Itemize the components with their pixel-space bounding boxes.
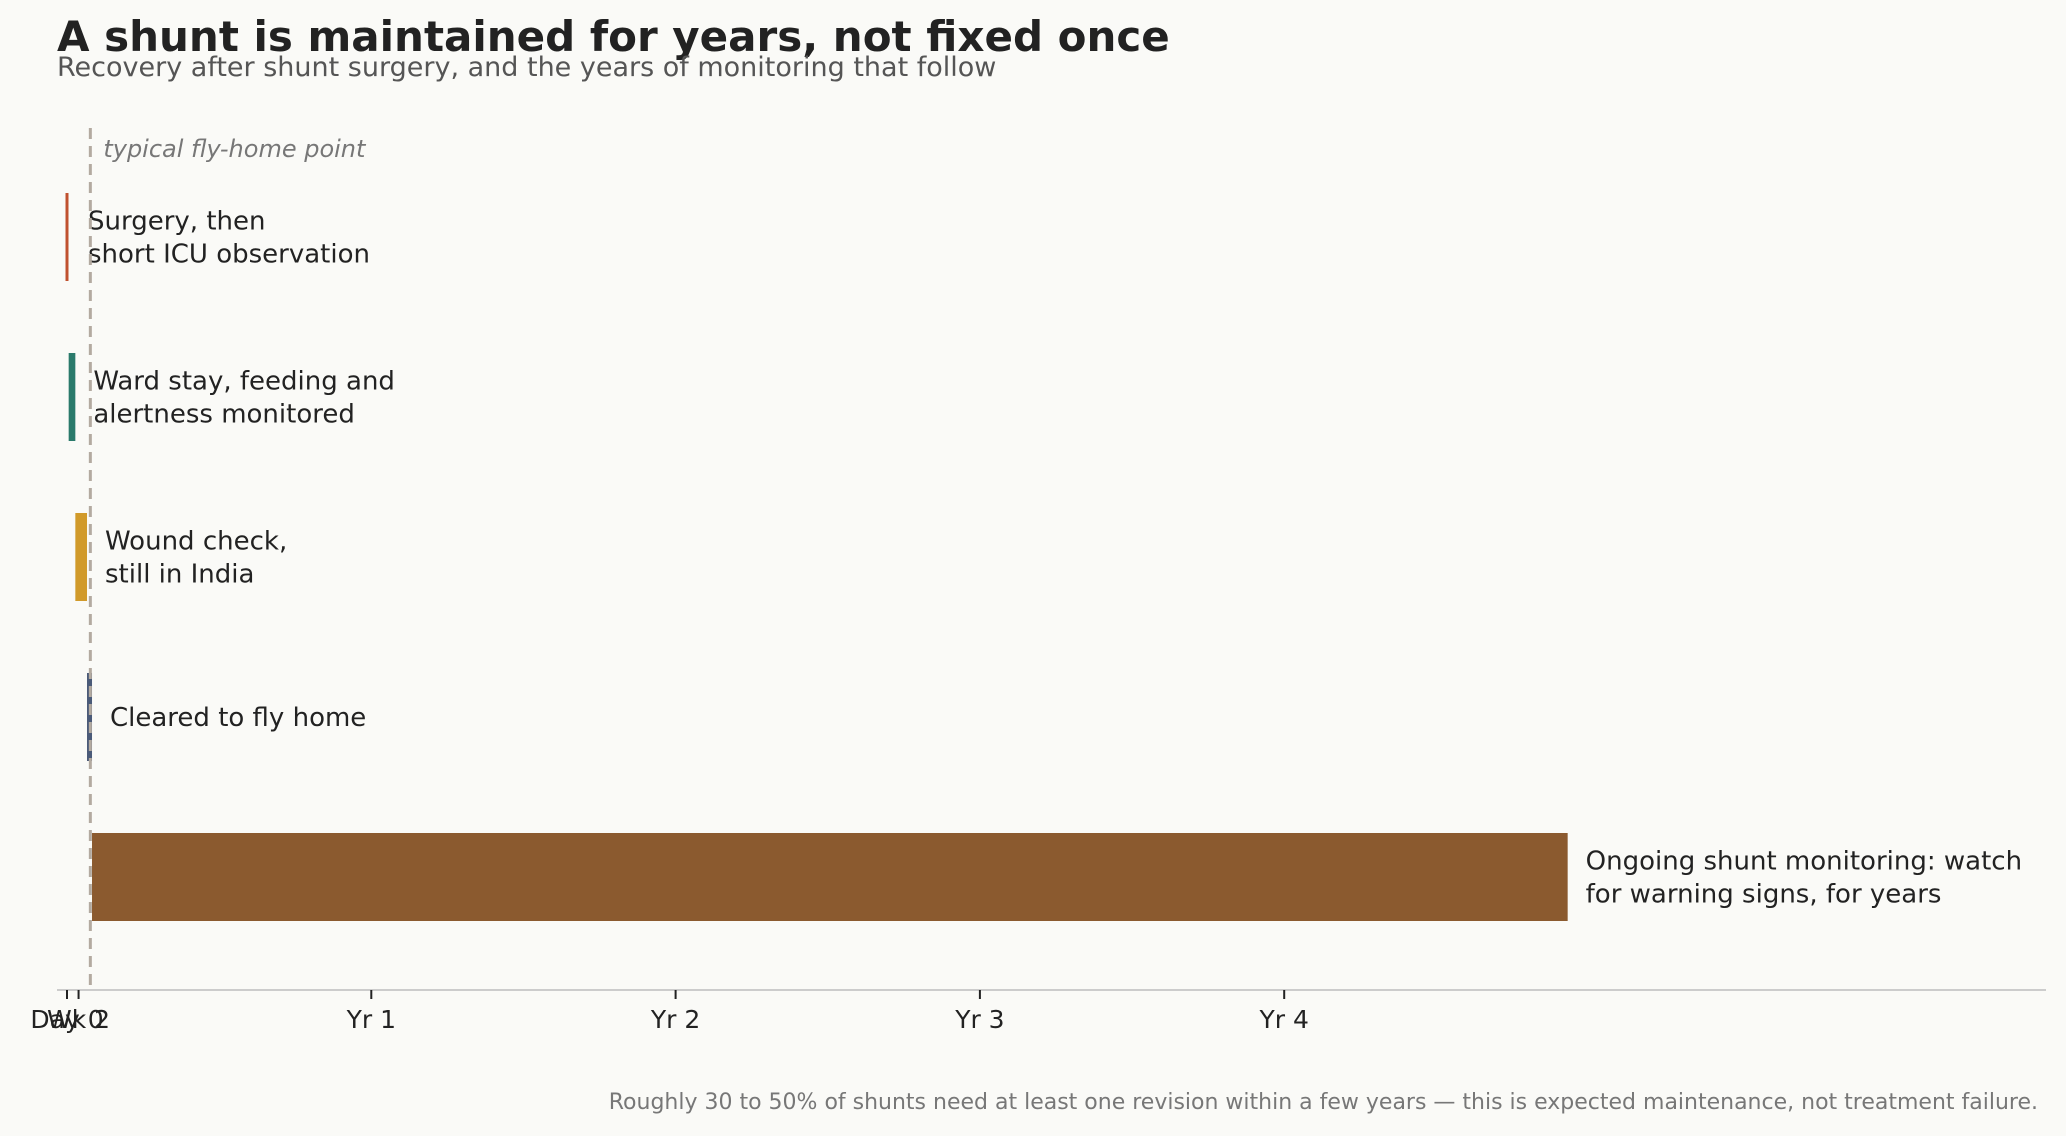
phase-bar <box>65 193 69 281</box>
phase-label: Ongoing shunt monitoring: watch for warni… <box>1586 847 2022 910</box>
phase-label: Ward stay, feeding and alertness monitore… <box>93 367 395 430</box>
x-tick-label: Day 0 <box>30 1005 103 1034</box>
fly-home-annotation: typical fly-home point <box>103 135 367 163</box>
phase-label-line: alertness monitored <box>93 400 355 430</box>
chart-footnote: Roughly 30 to 50% of shunts need at leas… <box>608 1090 2038 1115</box>
phase-label-line: still in India <box>105 560 254 590</box>
phase-label-line: Surgery, then <box>88 207 265 237</box>
phase-label-line: Ward stay, feeding and <box>93 367 395 397</box>
phase-label-line: for warning signs, for years <box>1586 880 1942 910</box>
x-tick-label: Yr 3 <box>954 1005 1004 1034</box>
phase-label: Surgery, then short ICU observation <box>88 207 370 270</box>
phase-bar <box>87 673 93 761</box>
phase-label-line: Wound check, <box>105 527 287 557</box>
phase-bar <box>92 833 1568 921</box>
phase-label-line: short ICU observation <box>88 240 370 270</box>
phase-label: Wound check, still in India <box>105 527 287 590</box>
x-tick-label: Yr 2 <box>650 1005 700 1034</box>
x-tick-label: Yr 1 <box>346 1005 396 1034</box>
phase-bar <box>68 353 76 441</box>
phase-label: Cleared to fly home <box>110 703 366 733</box>
chart-subtitle: Recovery after shunt surgery, and the ye… <box>57 52 997 83</box>
phase-bar <box>75 513 88 601</box>
x-tick-label: Wk 2 <box>47 1005 110 1034</box>
phase-label-line: Cleared to fly home <box>110 703 366 733</box>
chart-title: A shunt is maintained for years, not fix… <box>57 12 1170 61</box>
x-tick-label: Yr 4 <box>1258 1005 1308 1034</box>
phase-label-line: Ongoing shunt monitoring: watch <box>1586 847 2022 877</box>
